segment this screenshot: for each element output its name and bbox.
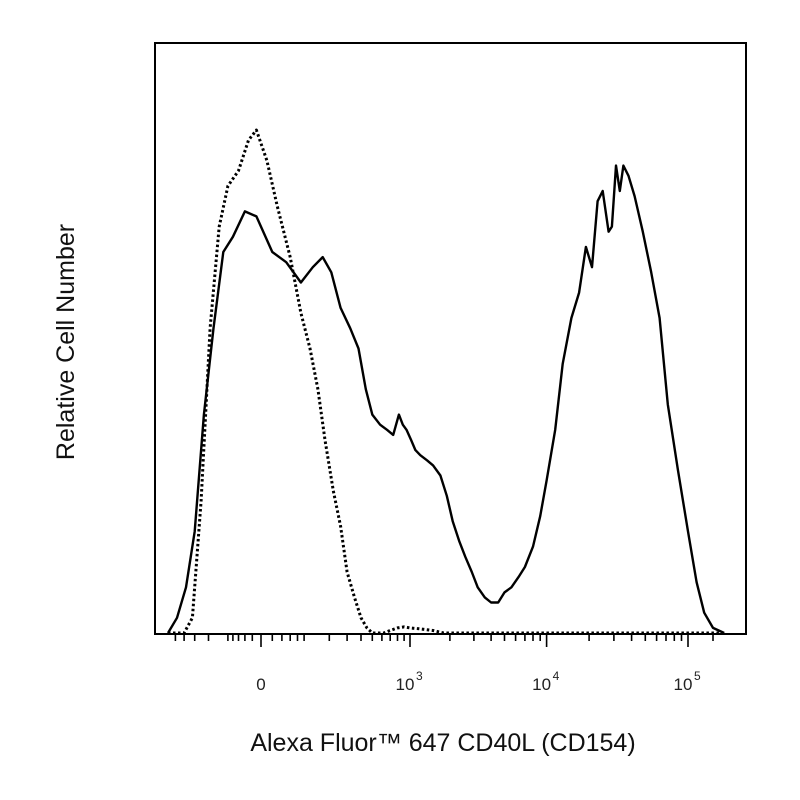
x-tick-label-base: 10	[674, 675, 693, 694]
x-tick-label: 10 5	[674, 669, 701, 694]
y-axis-title: Relative Cell Number	[52, 224, 80, 460]
series-dotted-control	[168, 128, 725, 635]
x-axis-title: Alexa Fluor™ 647 CD40L (CD154)	[250, 729, 635, 757]
series-layer	[166, 128, 725, 635]
x-tick-label-exponent: 5	[694, 669, 701, 683]
x-tick-label: 0	[256, 675, 265, 694]
plot-frame	[154, 42, 747, 635]
x-tick-label: 10 3	[396, 669, 423, 694]
x-tick-label-exponent: 3	[416, 669, 423, 683]
x-tick-label-exponent: 4	[553, 669, 560, 683]
x-tick-label-base: 0	[256, 675, 265, 694]
x-axis-tick-labels: 0 10 3 10 4 10 5	[256, 669, 701, 694]
x-axis-ticks	[174, 634, 714, 647]
x-tick-label: 10 4	[532, 669, 559, 694]
series-solid-stained	[166, 164, 725, 635]
x-tick-label-base: 10	[396, 675, 415, 694]
x-tick-label-base: 10	[532, 675, 551, 694]
